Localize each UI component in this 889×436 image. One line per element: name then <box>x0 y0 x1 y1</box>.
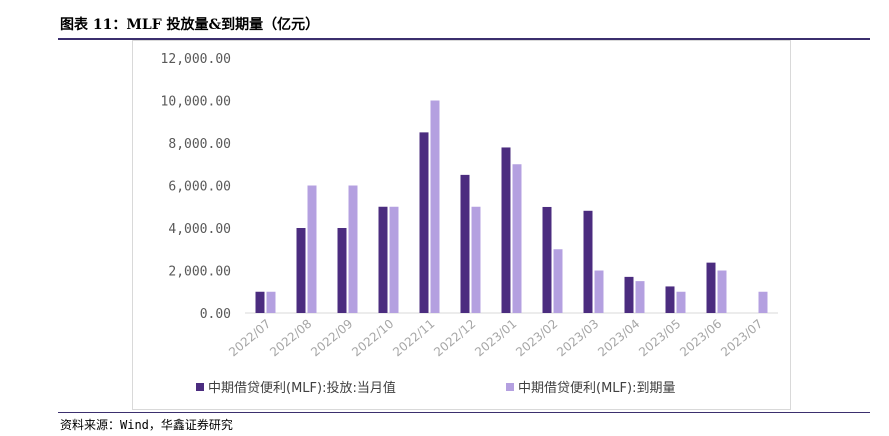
y-tick-label: 4,000.00 <box>168 222 231 237</box>
y-tick-label: 10,000.00 <box>161 95 231 110</box>
bar-issuance <box>337 228 347 313</box>
bar-maturity <box>348 185 358 313</box>
x-tick-label: 2022/07 <box>226 317 273 360</box>
x-tick-label: 2023/02 <box>513 317 560 360</box>
bar-issuance <box>419 132 429 313</box>
bar-maturity <box>717 270 727 313</box>
x-tick-label: 2022/10 <box>349 317 396 360</box>
bar-issuance <box>501 147 511 313</box>
bar-maturity <box>553 249 563 313</box>
bar-issuance <box>542 206 552 313</box>
legend-label: 中期借贷便利(MLF):到期量 <box>518 381 675 396</box>
top-rule <box>58 38 870 40</box>
bar-issuance <box>583 210 593 313</box>
x-tick-label: 2023/01 <box>472 317 519 360</box>
bar-issuance <box>706 262 716 313</box>
y-tick-label: 2,000.00 <box>168 265 231 280</box>
bar-issuance <box>296 228 306 313</box>
bar-issuance <box>624 276 634 313</box>
bar-maturity <box>676 291 686 313</box>
x-tick-label: 2022/12 <box>431 317 478 360</box>
chart-frame <box>132 40 791 410</box>
figure-title: 图表 11：MLF 投放量&到期量（亿元） <box>60 17 320 33</box>
x-tick-label: 2022/09 <box>308 317 355 360</box>
bar-issuance <box>255 291 265 313</box>
source-note: 资料来源：Wind，华鑫证券研究 <box>60 418 233 432</box>
x-tick-label: 2023/03 <box>554 317 601 360</box>
x-tick-label: 2023/06 <box>677 317 724 360</box>
legend-swatch <box>506 383 514 391</box>
bar-maturity <box>635 281 645 313</box>
bottom-rule <box>58 412 870 413</box>
bar-maturity <box>758 291 768 313</box>
x-tick-label: 2023/07 <box>718 317 765 360</box>
x-tick-label: 2022/08 <box>267 317 314 360</box>
bar-maturity <box>471 206 481 313</box>
x-tick-label: 2022/11 <box>390 317 437 360</box>
bar-issuance <box>460 174 470 313</box>
bar-maturity <box>430 100 440 313</box>
bar-issuance <box>665 286 675 313</box>
bar-maturity <box>389 206 399 313</box>
x-tick-label: 2023/04 <box>595 317 642 360</box>
y-tick-label: 8,000.00 <box>168 137 231 152</box>
bar-maturity <box>266 291 276 313</box>
bar-maturity <box>594 270 604 313</box>
legend-label: 中期借贷便利(MLF):投放:当月值 <box>208 380 396 396</box>
bar-maturity <box>512 164 522 313</box>
x-tick-label: 2023/05 <box>636 317 683 360</box>
bar-issuance <box>378 206 388 313</box>
bar-maturity <box>307 185 317 313</box>
y-tick-label: 12,000.00 <box>161 52 231 67</box>
y-tick-label: 0.00 <box>200 307 231 322</box>
y-tick-label: 6,000.00 <box>168 180 231 195</box>
legend-swatch <box>196 383 204 391</box>
